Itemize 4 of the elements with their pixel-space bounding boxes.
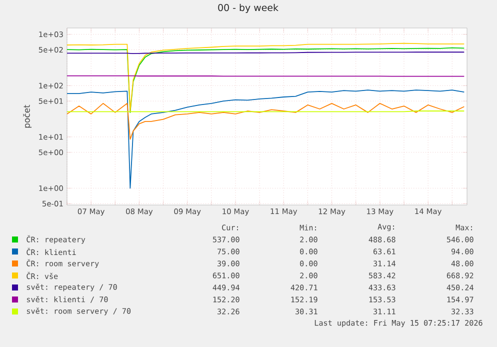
chart-title: 00 - by week (218, 4, 278, 13)
line-series (67, 90, 465, 189)
y-axis-title: počet (23, 104, 32, 128)
line-series (67, 102, 465, 140)
